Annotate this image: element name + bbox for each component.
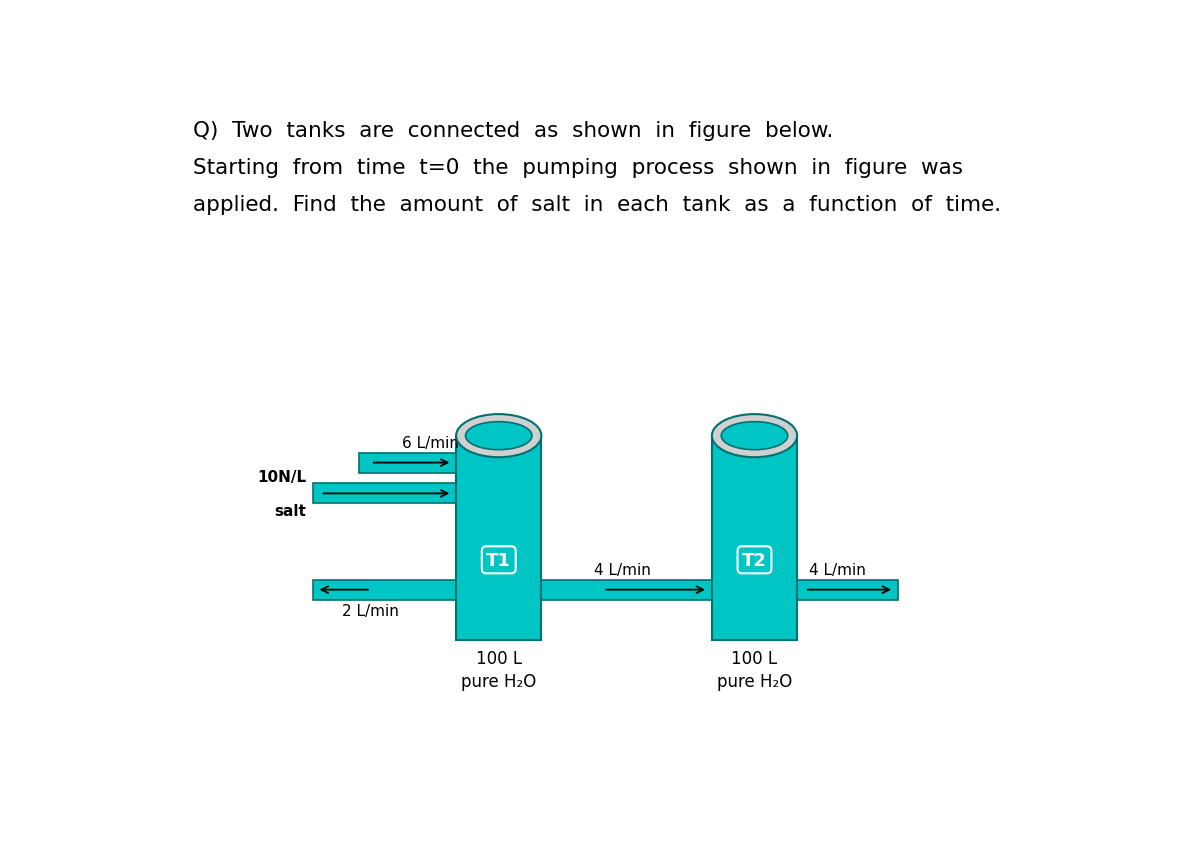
Text: 10N/L: 10N/L (258, 470, 306, 485)
Bar (359, 453, 456, 473)
Ellipse shape (456, 415, 541, 458)
Bar (313, 484, 456, 504)
Ellipse shape (721, 422, 787, 450)
Ellipse shape (466, 422, 532, 450)
Bar (541, 580, 712, 600)
Bar (456, 436, 541, 640)
Text: salt: salt (275, 503, 306, 518)
Text: pure H₂O: pure H₂O (461, 672, 536, 690)
Text: applied.  Find  the  amount  of  salt  in  each  tank  as  a  function  of  time: applied. Find the amount of salt in each… (193, 194, 1001, 215)
Text: pure H₂O: pure H₂O (716, 672, 792, 690)
Text: 4 L/min: 4 L/min (594, 562, 652, 577)
Text: Starting  from  time  t=0  the  pumping  process  shown  in  figure  was: Starting from time t=0 the pumping proce… (193, 158, 962, 177)
Text: 100 L: 100 L (732, 649, 778, 667)
Text: 6 L/min: 6 L/min (402, 435, 458, 450)
Bar (712, 436, 797, 640)
Ellipse shape (712, 415, 797, 458)
Text: T1: T1 (486, 551, 511, 569)
Text: 100 L: 100 L (475, 649, 522, 667)
Text: T2: T2 (742, 551, 767, 569)
Text: 4 L/min: 4 L/min (809, 562, 865, 577)
Text: Q)  Two  tanks  are  connected  as  shown  in  figure  below.: Q) Two tanks are connected as shown in f… (193, 121, 833, 141)
Bar (797, 580, 898, 600)
Text: 2 L/min: 2 L/min (342, 603, 400, 618)
Bar (313, 580, 456, 600)
